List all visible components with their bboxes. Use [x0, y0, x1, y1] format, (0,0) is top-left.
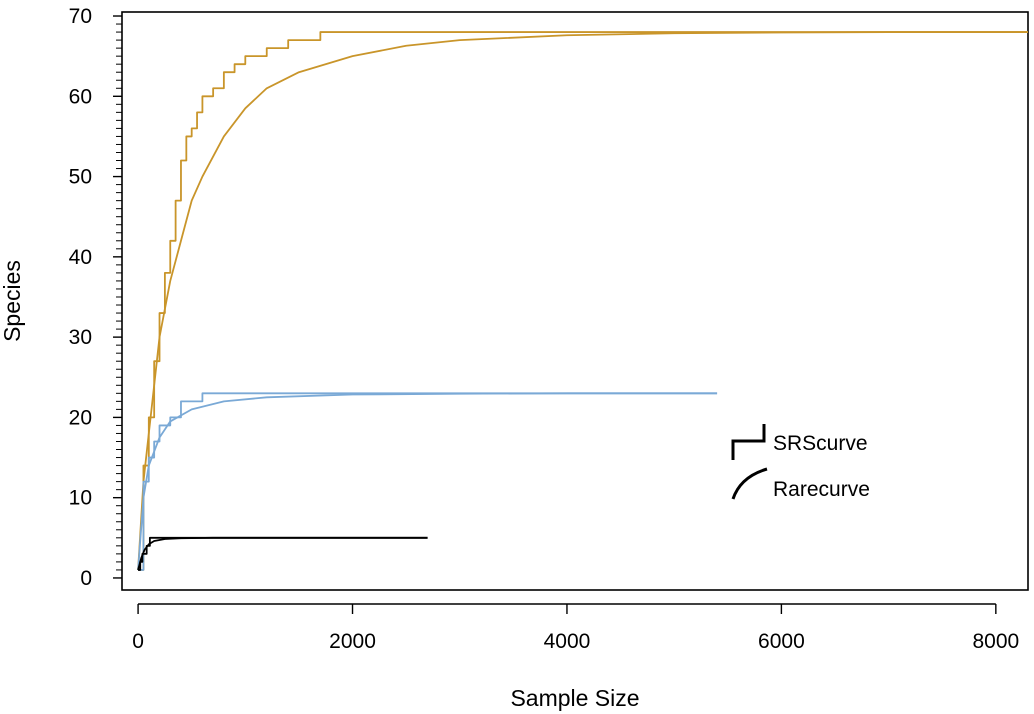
legend-step-symbol	[731, 424, 766, 460]
series-srscurve-5	[138, 536, 428, 571]
y-tick-label: 40	[69, 246, 92, 269]
x-axis: 0 2000 4000 6000 8000	[132, 603, 1019, 653]
series-srscurve-1	[138, 31, 1028, 571]
x-tick-label: 0	[132, 630, 144, 653]
x-tick-label: 6000	[758, 630, 805, 653]
y-axis: 0 10 20 30 40 50 60 70	[69, 5, 122, 590]
y-axis-label: Species	[0, 260, 25, 342]
legend: SRScurve Rarecurve	[731, 424, 870, 501]
series-srscurve-3	[138, 392, 718, 571]
legend-label-srscurve: SRScurve	[773, 432, 868, 455]
y-tick-label: 70	[69, 5, 92, 28]
x-axis-label: Sample Size	[510, 685, 639, 711]
y-tick-label: 10	[69, 487, 92, 510]
x-tick-label: 2000	[329, 630, 376, 653]
y-tick-label: 20	[69, 406, 92, 429]
series-rarecurve-4	[137, 536, 428, 571]
x-tick-label: 4000	[544, 630, 591, 653]
y-tick-label: 60	[69, 85, 92, 108]
x-tick-label: 8000	[972, 630, 1019, 653]
legend-label-rarecurve: Rarecurve	[773, 478, 870, 501]
series-rarecurve-0	[137, 31, 1028, 570]
plot-frame	[121, 11, 1029, 591]
legend-curve-symbol	[731, 467, 768, 500]
y-tick-label: 0	[80, 567, 92, 590]
y-tick-label: 30	[69, 326, 92, 349]
series-layer	[137, 31, 1028, 571]
plot-area	[121, 11, 1029, 591]
series-rarecurve-2	[137, 392, 718, 570]
y-tick-label: 50	[69, 166, 92, 189]
